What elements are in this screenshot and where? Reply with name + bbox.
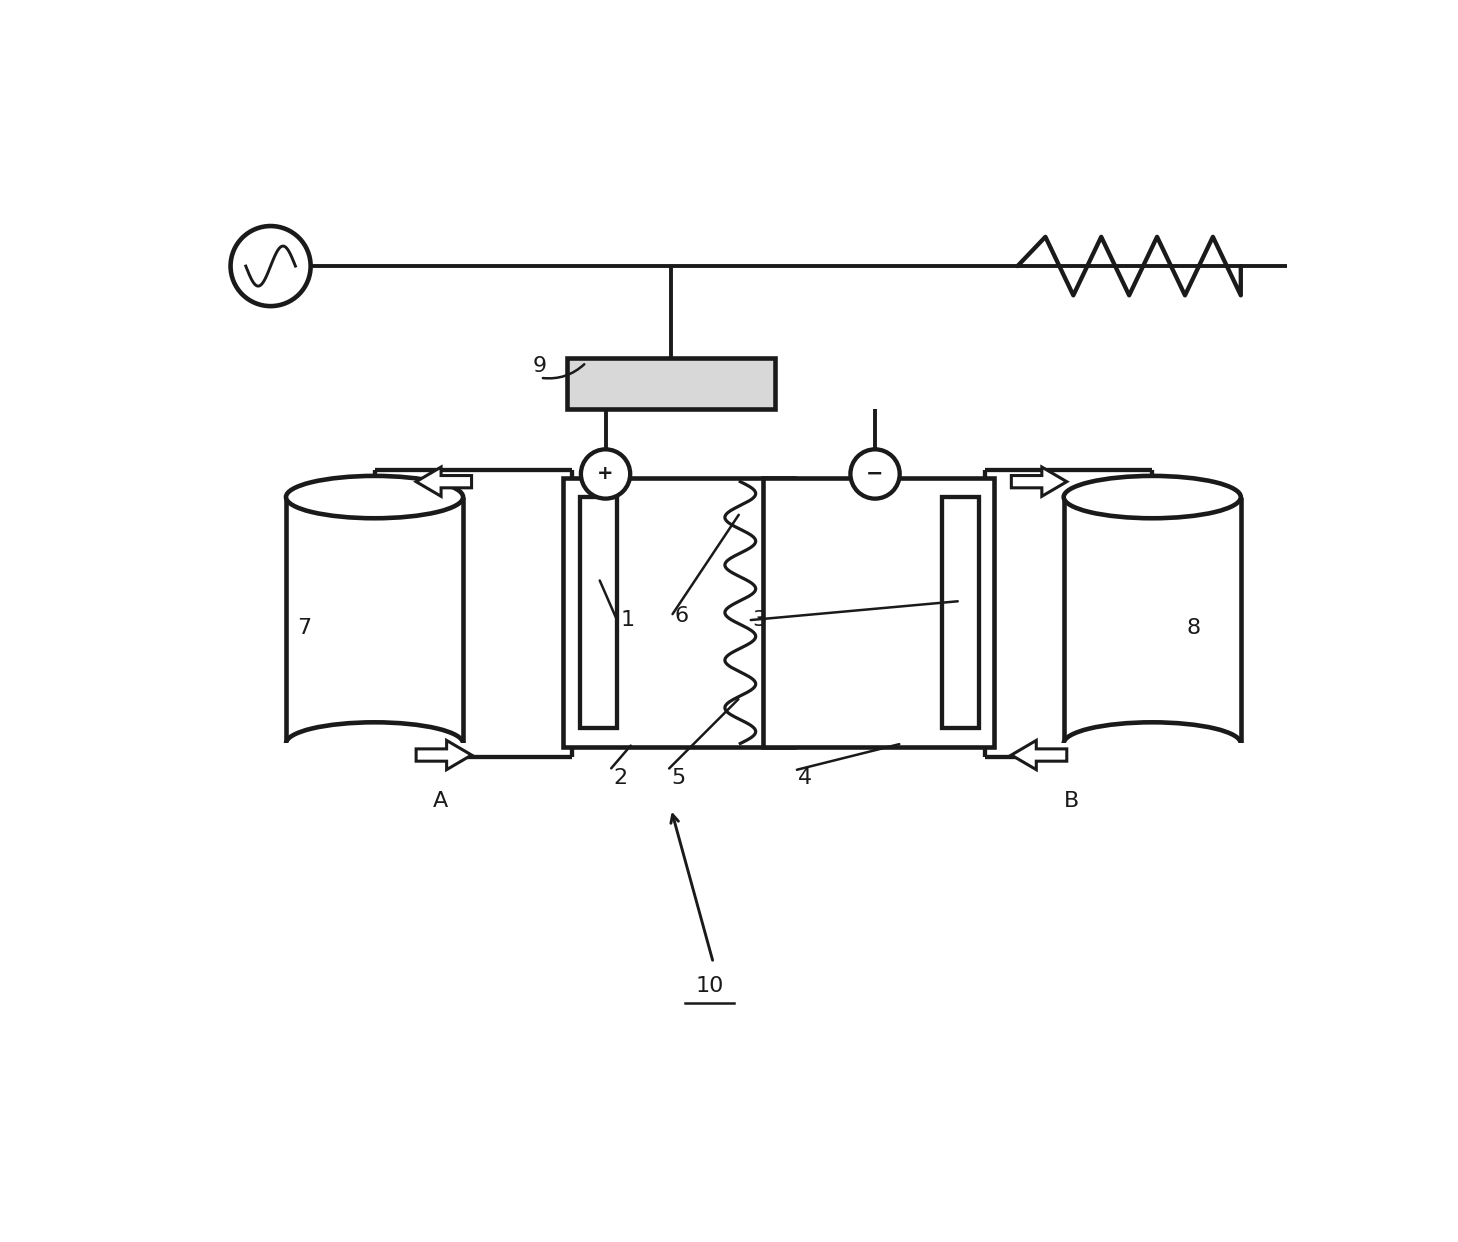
Ellipse shape xyxy=(286,476,464,518)
Text: 8: 8 xyxy=(1187,619,1201,638)
Circle shape xyxy=(230,226,311,306)
Text: 4: 4 xyxy=(798,768,812,789)
Text: A: A xyxy=(433,791,448,811)
Polygon shape xyxy=(416,740,471,770)
Bar xyxy=(580,497,617,728)
Text: 1: 1 xyxy=(621,610,636,630)
Text: −: − xyxy=(866,465,884,484)
Polygon shape xyxy=(1012,467,1067,497)
Text: 7: 7 xyxy=(297,619,312,638)
Ellipse shape xyxy=(1064,723,1241,765)
Polygon shape xyxy=(416,467,471,497)
Bar xyxy=(942,497,978,728)
Bar xyxy=(567,359,776,409)
Text: 3: 3 xyxy=(752,610,765,630)
Text: 5: 5 xyxy=(671,768,685,789)
Ellipse shape xyxy=(1064,476,1241,518)
Text: 10: 10 xyxy=(695,976,723,996)
Text: 9: 9 xyxy=(532,356,547,376)
Text: B: B xyxy=(1064,791,1079,811)
Text: 6: 6 xyxy=(675,606,690,626)
Text: 2: 2 xyxy=(614,768,627,789)
Bar xyxy=(563,478,795,748)
Circle shape xyxy=(850,450,900,498)
Circle shape xyxy=(580,450,630,498)
Bar xyxy=(283,744,467,769)
Text: +: + xyxy=(598,465,614,483)
Bar xyxy=(764,478,994,748)
Ellipse shape xyxy=(286,723,464,765)
Polygon shape xyxy=(1012,740,1067,770)
Bar xyxy=(1060,744,1245,769)
